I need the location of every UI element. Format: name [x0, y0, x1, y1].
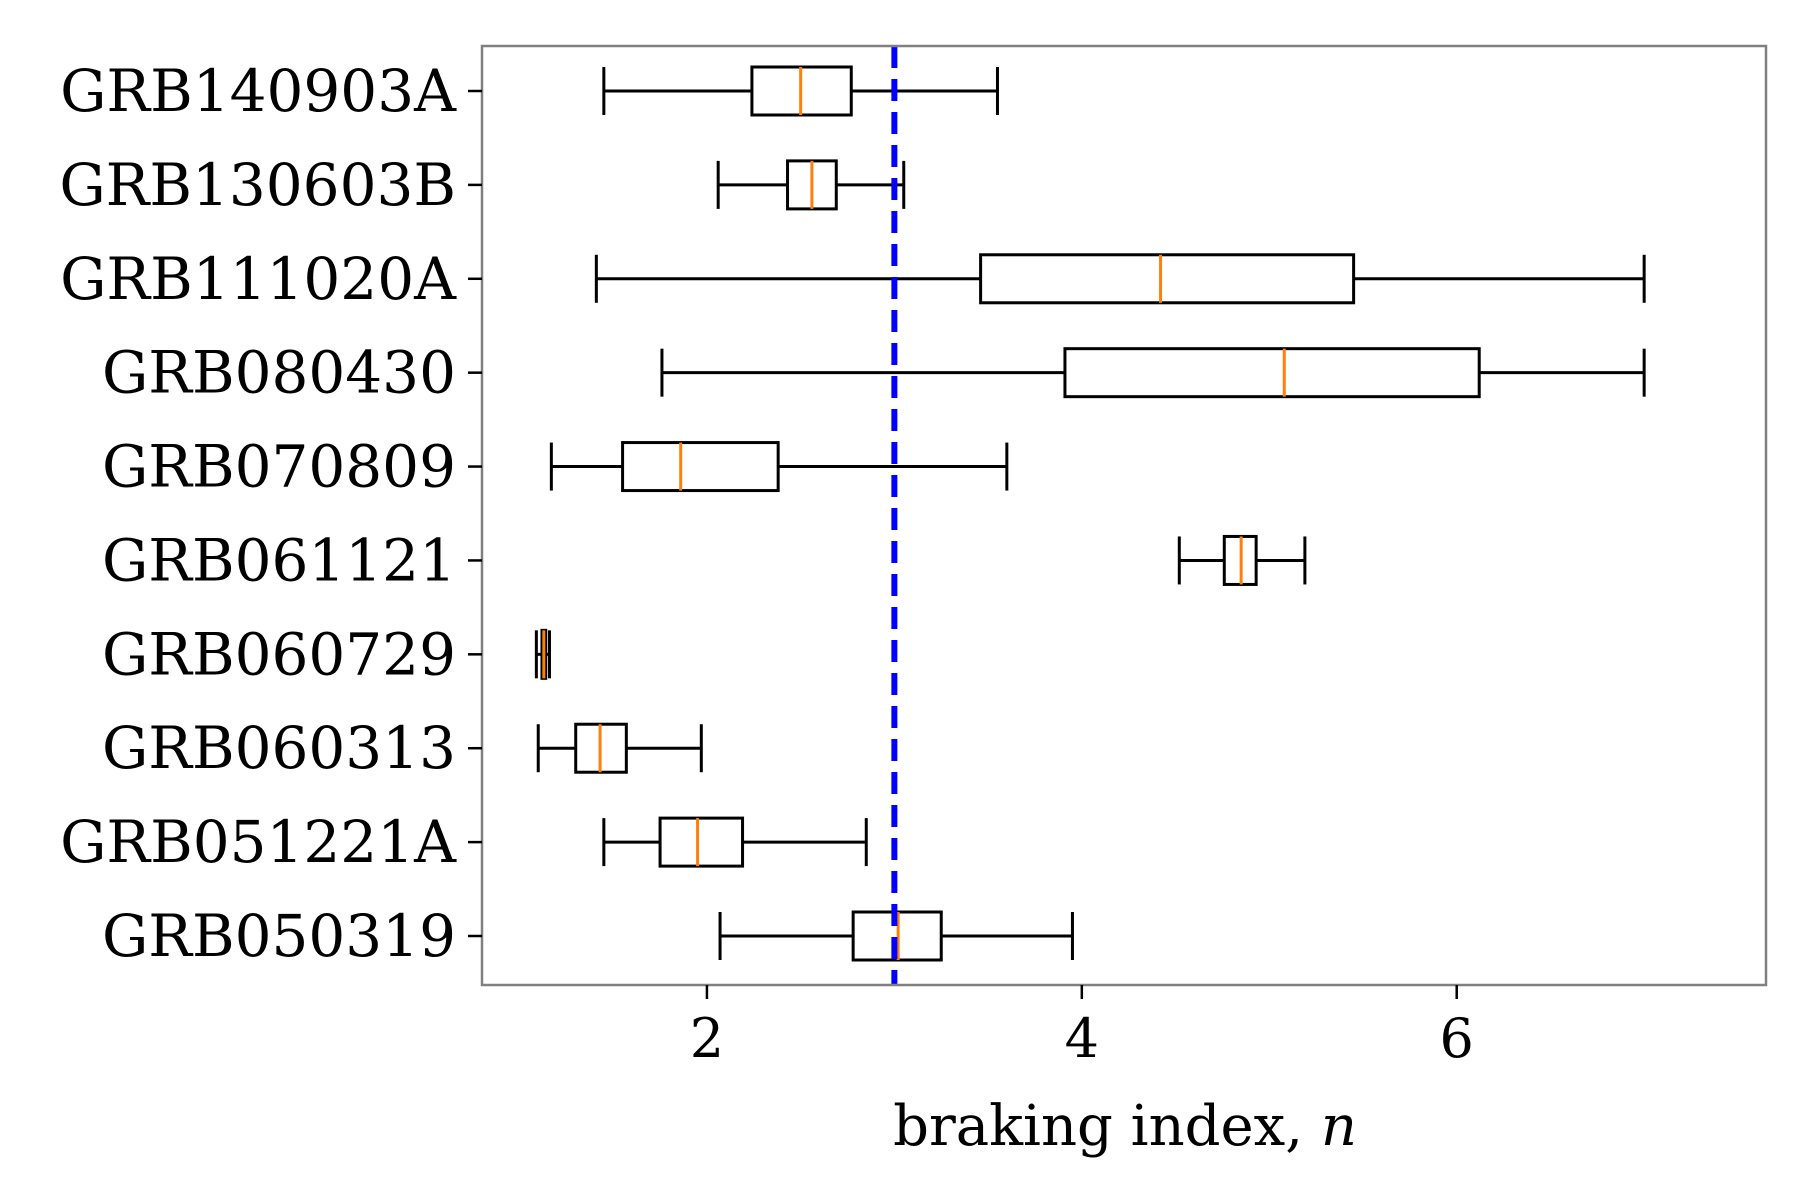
x-tick-group: 2 4 6 — [690, 985, 1474, 1070]
y-tick-label: GRB050319 — [102, 902, 456, 970]
box-grb061121 — [1177, 534, 1307, 586]
x-tick-label: 6 — [1440, 1007, 1474, 1070]
box-grb051221a — [602, 816, 868, 868]
y-tick-label: GRB080430 — [102, 339, 456, 407]
x-tick-label: 4 — [1065, 1007, 1099, 1070]
y-tick-label: GRB051221A — [60, 808, 457, 876]
x-axis-label-text: braking index, — [893, 1094, 1303, 1159]
x-axis-label: braking index, n — [893, 1094, 1357, 1159]
iqr-box — [658, 816, 745, 868]
iqr-box — [979, 253, 1356, 305]
y-tick-label: GRB060729 — [102, 620, 456, 688]
box-grb060729 — [534, 628, 551, 680]
box-grb070809 — [549, 441, 1009, 493]
y-tick-label: GRB140903A — [60, 57, 457, 125]
iqr-box — [621, 441, 780, 493]
y-tick-label: GRB130603B — [59, 151, 456, 219]
box-grb060313 — [536, 722, 703, 774]
y-tick-label: GRB111020A — [60, 245, 457, 313]
y-tick-label: GRB060313 — [102, 714, 456, 782]
y-tick-label: GRB070809 — [102, 433, 456, 501]
y-tick-label: GRB061121 — [102, 526, 456, 594]
x-axis-label-var: n — [1321, 1094, 1357, 1159]
plot-frame — [480, 44, 1768, 987]
box-grb140903a — [602, 65, 999, 117]
box-grb111020a — [594, 253, 1646, 305]
iqr-box — [1063, 347, 1481, 399]
x-tick-label: 2 — [690, 1007, 724, 1070]
box-group — [534, 65, 1646, 962]
box-grb080430 — [660, 347, 1646, 399]
y-tick-group: GRB140903A GRB130603B GRB111020A GRB080430 G… — [59, 57, 482, 970]
box-grb130603b — [716, 159, 906, 211]
